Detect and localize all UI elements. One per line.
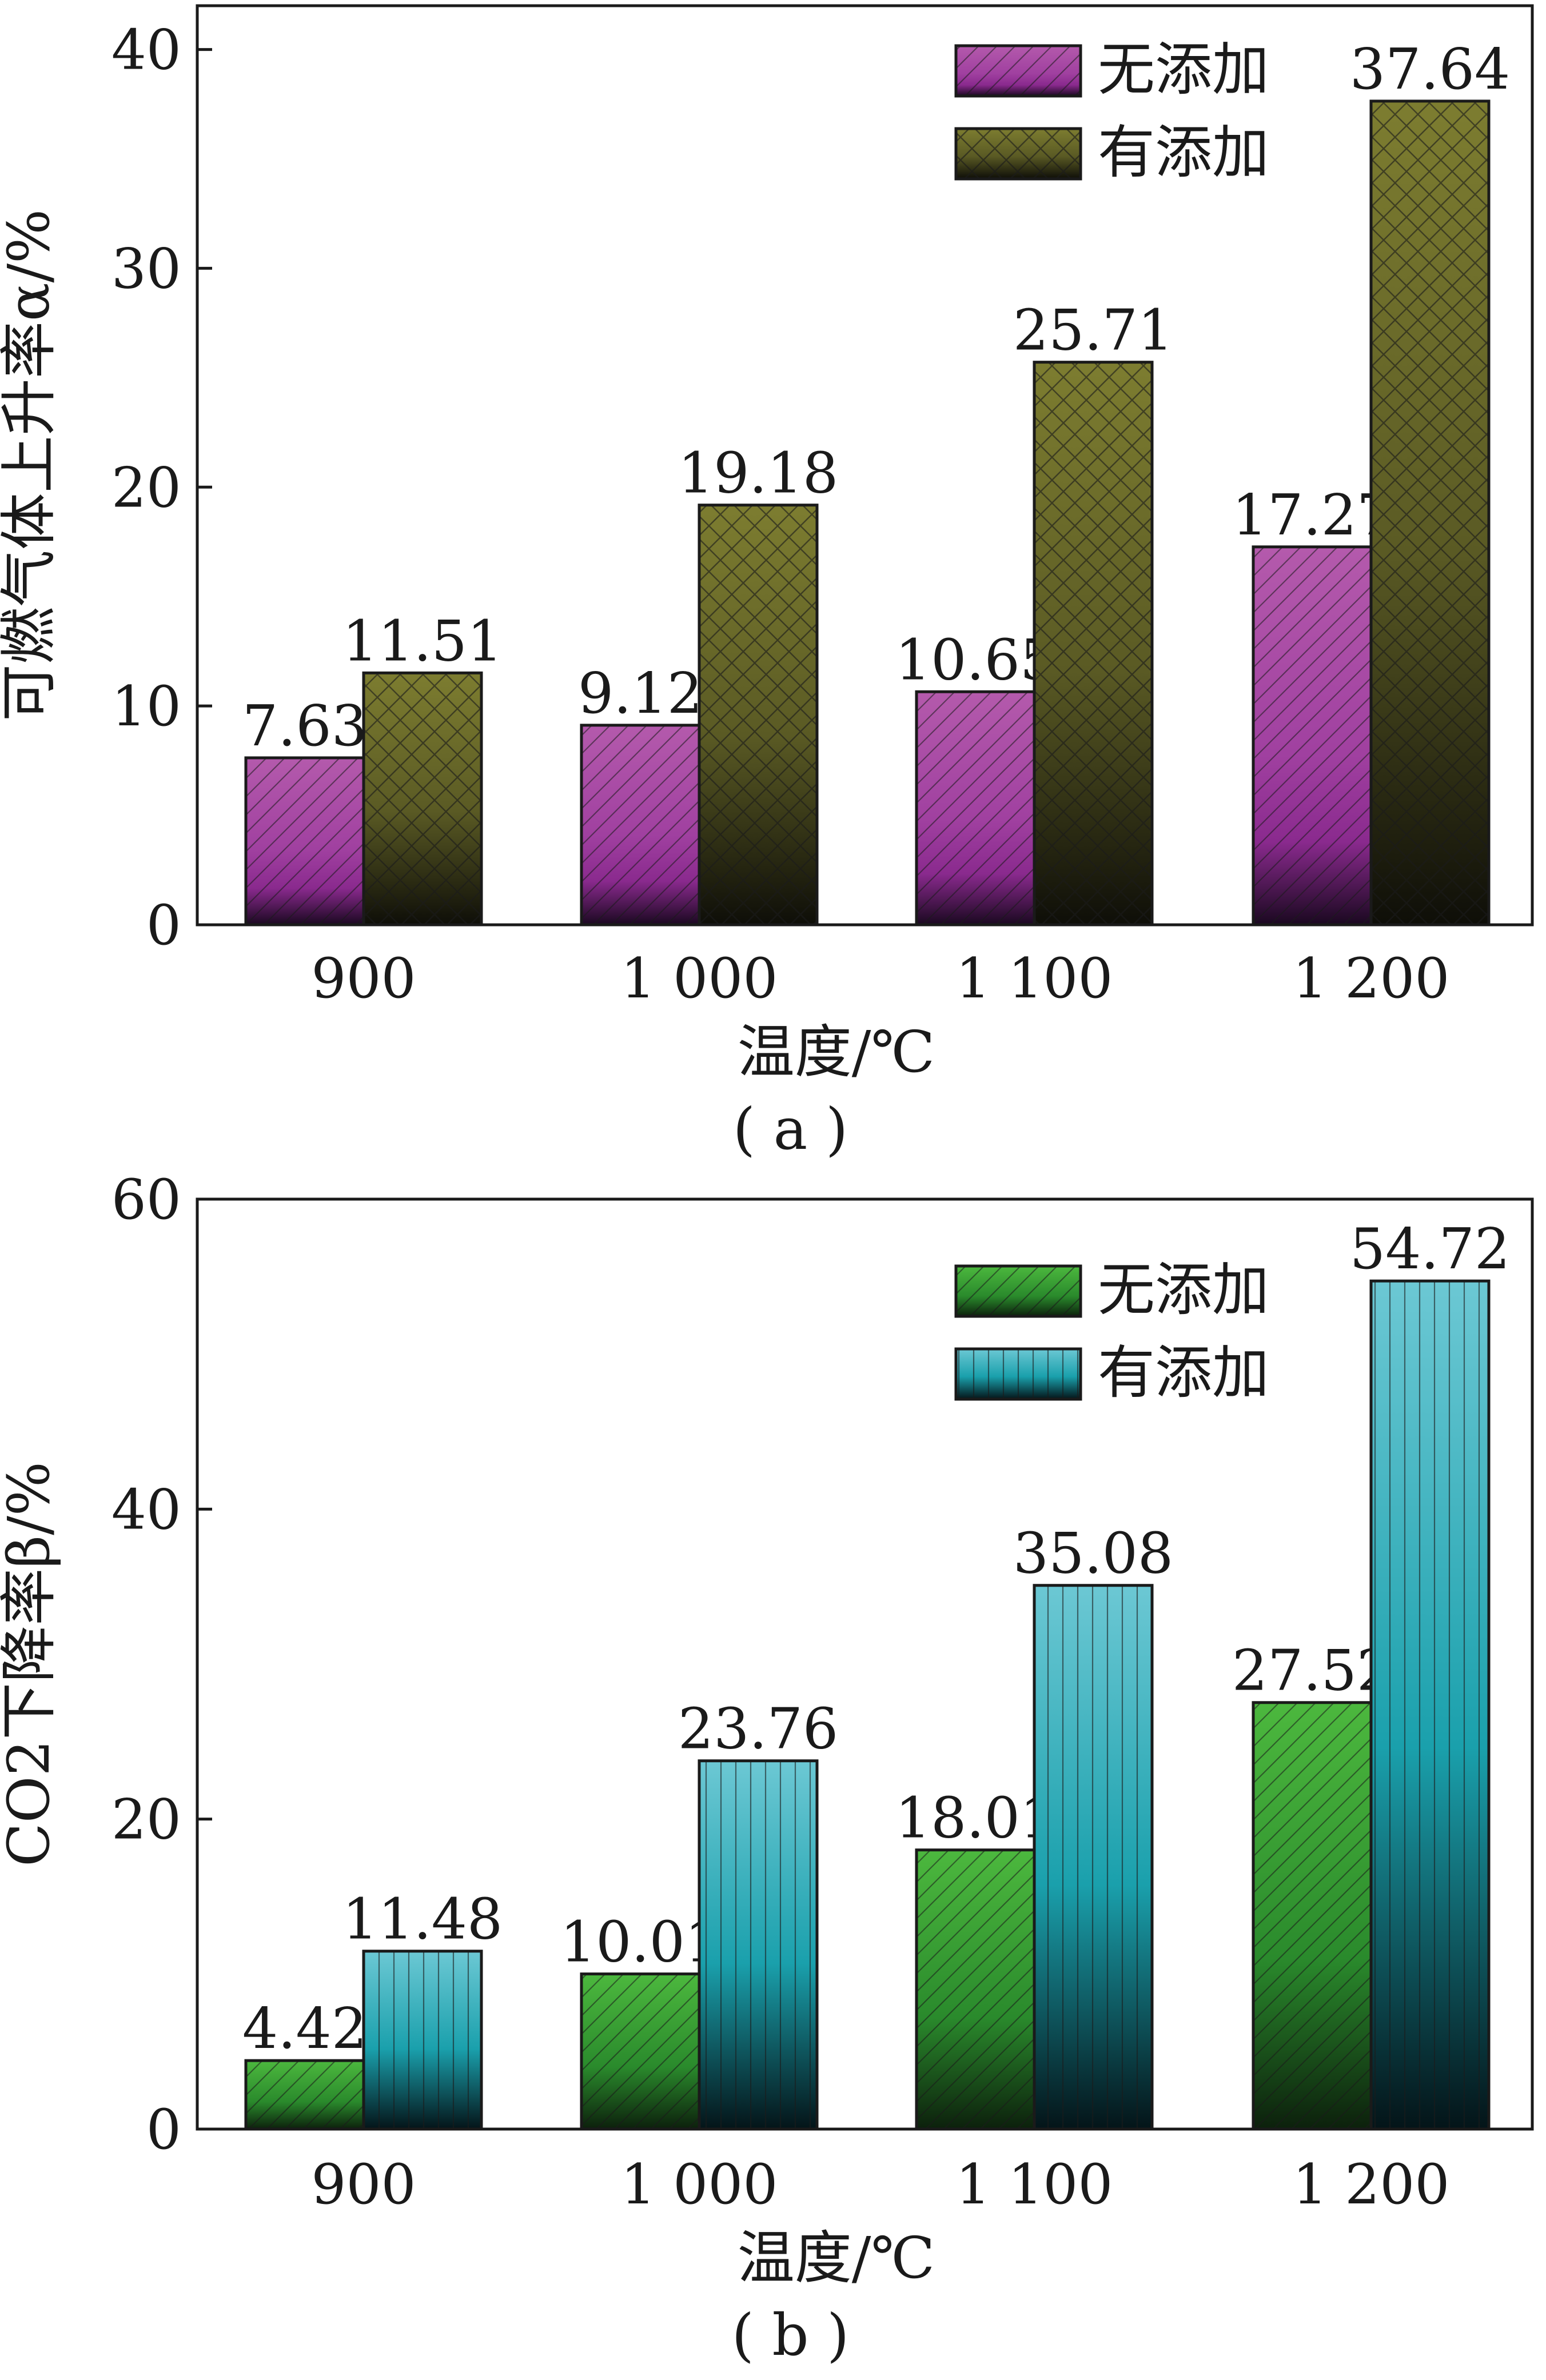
panel-caption: ( b )	[732, 2302, 850, 2369]
bar-hatch-0-0-3	[1252, 545, 1373, 927]
x-tick-label: 1 100	[956, 947, 1113, 1011]
bar-hatch-0-1-2	[1033, 361, 1154, 927]
y-tick-label: 20	[111, 1788, 181, 1852]
value-label: 7.63	[242, 694, 367, 759]
legend-label: 无添加	[1098, 36, 1269, 103]
bar-hatch-1-0-1	[580, 1972, 701, 2131]
bar-hatch-1-1-2	[1033, 1584, 1154, 2131]
legend-label: 有添加	[1098, 1339, 1269, 1406]
value-label: 19.18	[678, 441, 839, 506]
bar-hatch-1-1-1	[698, 1759, 819, 2131]
bar-hatch-0-0-0	[244, 756, 365, 927]
y-tick-label: 30	[111, 237, 181, 301]
bar-hatch-0-0-2	[915, 690, 1036, 927]
value-label: 17.27	[1232, 483, 1393, 548]
value-label: 9.12	[578, 661, 703, 726]
y-axis-title: CO2下降率β/%	[0, 1461, 62, 1867]
bar-hatch-0-0-1	[580, 724, 701, 927]
value-label: 10.65	[895, 628, 1056, 693]
bar-hatch-0-1-0	[362, 671, 483, 927]
y-tick-label: 20	[111, 456, 181, 520]
bar-hatch-1-0-2	[915, 1848, 1036, 2131]
value-label: 25.71	[1013, 298, 1174, 364]
y-tick-label: 40	[111, 1477, 181, 1542]
x-tick-label: 900	[311, 947, 416, 1011]
value-label: 11.51	[342, 609, 503, 674]
y-tick-label: 0	[146, 893, 181, 957]
value-label: 27.52	[1232, 1639, 1393, 1704]
value-label: 4.42	[242, 1996, 367, 2062]
x-tick-label: 1 200	[1293, 947, 1450, 1011]
legend-swatch	[954, 44, 1082, 98]
chart-panel-0: 7.63 9.12 10.65 17.27 11.51 19.18 25.71 37.64 0 1…	[0, 4, 1534, 1163]
value-label: 10.01	[560, 1910, 721, 1975]
chart-panel-1: 4.42 10.01 18.01 27.52 11.48 23.76 35.08 54.72 0…	[0, 1168, 1534, 2369]
bar-hatch-1-0-3	[1252, 1701, 1373, 2131]
legend-swatch	[954, 1264, 1082, 1318]
y-axis-title: 可燃气体上升率α/%	[0, 209, 62, 721]
bar-hatch-0-1-1	[698, 504, 819, 927]
x-axis-title: 温度/℃	[738, 2225, 935, 2291]
y-tick-label: 40	[111, 18, 181, 82]
x-axis-title: 温度/℃	[738, 1019, 935, 1085]
x-tick-label: 1 200	[1293, 2153, 1450, 2217]
panel-caption: ( a )	[733, 1096, 848, 1163]
legend-swatch	[954, 127, 1082, 181]
x-tick-label: 1 000	[621, 2153, 778, 2217]
plot-frame	[196, 1197, 1534, 2131]
legend-swatch	[954, 1347, 1082, 1401]
value-label: 37.64	[1350, 37, 1511, 102]
bar-hatch-0-1-3	[1369, 99, 1491, 927]
bar-hatch-1-1-3	[1369, 1279, 1491, 2131]
y-tick-label: 0	[146, 2098, 181, 2162]
y-tick-label: 60	[111, 1168, 181, 1232]
x-tick-label: 900	[311, 2153, 416, 2217]
value-label: 11.48	[342, 1887, 503, 1952]
value-label: 54.72	[1350, 1217, 1511, 1282]
value-label: 23.76	[678, 1697, 839, 1762]
bar-hatch-1-1-0	[362, 1950, 483, 2131]
legend-label: 无添加	[1098, 1256, 1269, 1323]
value-label: 35.08	[1013, 1522, 1174, 1587]
x-tick-label: 1 000	[621, 947, 778, 1011]
bar-hatch-1-0-0	[244, 2059, 365, 2131]
plot-frame	[196, 4, 1534, 927]
y-tick-label: 10	[111, 674, 181, 738]
legend-label: 有添加	[1098, 119, 1269, 186]
value-label: 18.01	[895, 1786, 1056, 1851]
x-tick-label: 1 100	[956, 2153, 1113, 2217]
